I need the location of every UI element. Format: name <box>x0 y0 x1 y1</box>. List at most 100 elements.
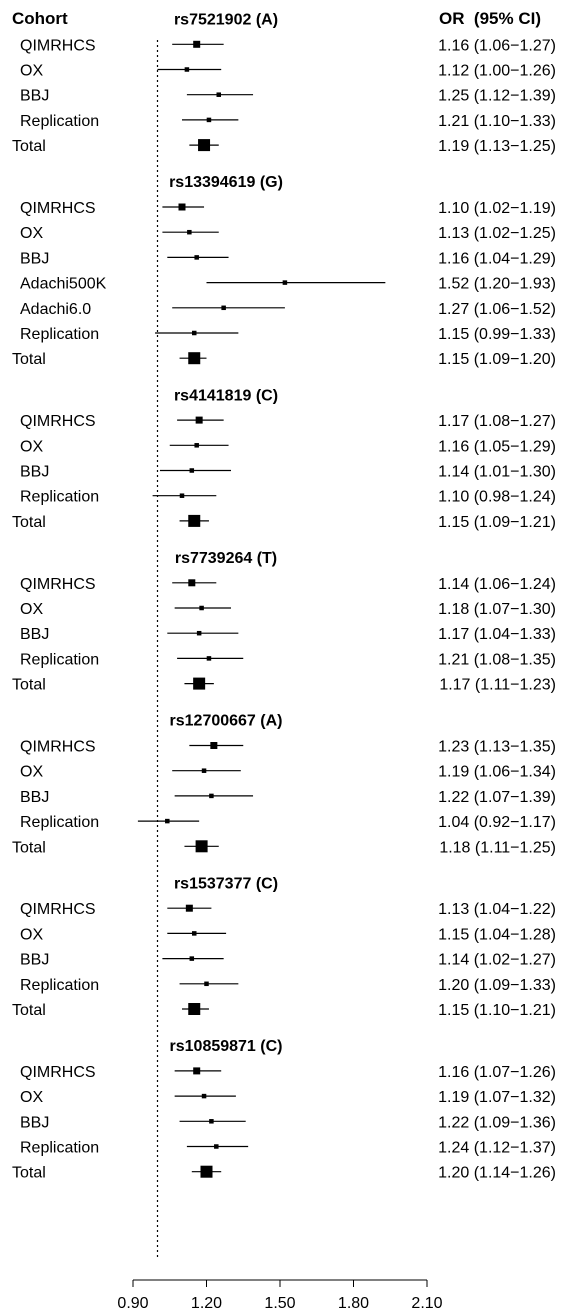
cohort-label: Total <box>12 677 46 694</box>
snp-title: rs7739264 (T) <box>175 550 277 567</box>
total-estimate-box <box>188 514 201 527</box>
header-cohort: Cohort <box>12 9 68 28</box>
total-estimate-box <box>188 352 201 365</box>
estimate-box <box>188 579 196 587</box>
cohort-label: Total <box>12 138 46 155</box>
or-ci-value: 1.23 (1.13−1.35) <box>438 739 556 756</box>
or-ci-value: 1.19 (1.13−1.25) <box>438 138 556 155</box>
or-ci-value: 1.12 (1.00−1.26) <box>438 63 556 80</box>
x-tick-label: 2.10 <box>411 1295 442 1312</box>
or-ci-value: 1.18 (1.07−1.30) <box>438 601 556 618</box>
or-ci-value: 1.14 (1.01−1.30) <box>438 464 556 481</box>
cohort-label: BBJ <box>20 952 49 969</box>
estimate-box <box>184 67 190 72</box>
or-ci-value: 1.19 (1.07−1.32) <box>438 1089 556 1106</box>
cohort-label: Replication <box>20 651 99 668</box>
total-estimate-box <box>195 840 208 853</box>
cohort-label: BBJ <box>20 789 49 806</box>
estimate-box <box>210 742 218 749</box>
estimate-box <box>209 1119 214 1124</box>
x-tick-label: 1.20 <box>191 1295 222 1312</box>
snp-title: rs13394619 (G) <box>169 174 283 191</box>
estimate-box <box>282 280 288 285</box>
or-ci-value: 1.15 (1.04−1.28) <box>438 926 556 943</box>
cohort-label: BBJ <box>20 464 49 481</box>
or-ci-value: 1.22 (1.07−1.39) <box>438 789 556 806</box>
cohort-label: QIMRHCS <box>20 1064 96 1081</box>
estimate-box <box>216 92 221 97</box>
or-ci-value: 1.27 (1.06−1.52) <box>438 301 556 318</box>
snp-title: rs4141819 (C) <box>174 387 278 404</box>
estimate-box <box>209 793 214 799</box>
or-ci-value: 1.21 (1.10−1.33) <box>438 113 556 130</box>
estimate-box <box>196 630 202 636</box>
cohort-label: OX <box>20 764 43 781</box>
or-ci-value: 1.22 (1.09−1.36) <box>438 1114 556 1131</box>
or-ci-value: 1.15 (1.09−1.21) <box>438 514 556 531</box>
x-tick-label: 0.90 <box>117 1295 148 1312</box>
estimate-box <box>165 818 170 824</box>
plot-layer: rs7521902 (A) QIMRHCS 1.16 (1.06−1.27) OX 1.… <box>12 12 556 1182</box>
or-ci-value: 1.19 (1.06−1.34) <box>438 764 556 781</box>
cohort-label: OX <box>20 1089 43 1106</box>
cohort-label: Replication <box>20 814 99 831</box>
cohort-label: OX <box>20 63 43 80</box>
cohort-label: QIMRHCS <box>20 37 96 54</box>
cohort-label: BBJ <box>20 88 49 105</box>
cohort-label: Total <box>12 351 46 368</box>
cohort-label: OX <box>20 438 43 455</box>
or-ci-value: 1.16 (1.05−1.29) <box>438 438 556 455</box>
estimate-box <box>214 1144 219 1149</box>
or-ci-value: 1.15 (1.10−1.21) <box>438 1002 556 1019</box>
x-axis: 0.90 1.20 1.50 1.80 2.10 <box>117 1279 443 1312</box>
estimate-box <box>192 931 197 936</box>
cohort-label: Total <box>12 514 46 531</box>
estimate-box <box>206 117 212 123</box>
snp-title: rs1537377 (C) <box>174 875 278 892</box>
or-ci-value: 1.13 (1.04−1.22) <box>438 901 556 918</box>
estimate-box <box>194 255 199 260</box>
estimate-box <box>189 956 195 961</box>
cohort-label: BBJ <box>20 250 49 267</box>
or-ci-value: 1.13 (1.02−1.25) <box>438 225 556 242</box>
total-estimate-box <box>193 677 206 690</box>
estimate-box <box>185 904 193 912</box>
estimate-box <box>201 1093 207 1099</box>
cohort-label: QIMRHCS <box>20 413 96 430</box>
or-ci-value: 1.52 (1.20−1.93) <box>438 276 556 293</box>
or-ci-value: 1.18 (1.11−1.25) <box>439 839 556 856</box>
or-ci-value: 1.25 (1.12−1.39) <box>438 88 556 105</box>
estimate-box <box>195 416 203 424</box>
or-ci-value: 1.14 (1.02−1.27) <box>438 952 556 969</box>
cohort-label: Total <box>12 1165 46 1182</box>
cohort-label: QIMRHCS <box>20 901 96 918</box>
or-ci-value: 1.04 (0.92−1.17) <box>438 814 556 831</box>
x-tick-label: 1.50 <box>264 1295 295 1312</box>
or-ci-value: 1.14 (1.06−1.24) <box>438 576 556 593</box>
or-ci-value: 1.20 (1.14−1.26) <box>438 1165 556 1182</box>
estimate-box <box>179 493 185 498</box>
estimate-box <box>206 656 212 661</box>
estimate-box <box>187 229 192 235</box>
or-ci-value: 1.15 (0.99−1.33) <box>438 326 556 343</box>
cohort-label: Total <box>12 1002 46 1019</box>
or-ci-value: 1.10 (0.98−1.24) <box>438 489 556 506</box>
cohort-label: QIMRHCS <box>20 576 96 593</box>
cohort-label: Adachi500K <box>20 276 107 293</box>
or-ci-value: 1.21 (1.08−1.35) <box>438 651 556 668</box>
cohort-label: BBJ <box>20 1114 49 1131</box>
or-ci-value: 1.16 (1.07−1.26) <box>438 1064 556 1081</box>
total-estimate-box <box>188 1003 201 1015</box>
or-ci-value: 1.17 (1.08−1.27) <box>438 413 556 430</box>
or-ci-value: 1.16 (1.06−1.27) <box>438 37 556 54</box>
estimate-box <box>192 330 197 336</box>
cohort-label: Adachi6.0 <box>20 301 91 318</box>
or-ci-value: 1.20 (1.09−1.33) <box>438 977 556 994</box>
estimate-box <box>193 1067 201 1075</box>
cohort-label: Total <box>12 839 46 856</box>
snp-title: rs12700667 (A) <box>170 713 283 730</box>
cohort-label: QIMRHCS <box>20 200 96 217</box>
cohort-label: Replication <box>20 1140 99 1157</box>
total-estimate-box <box>198 139 211 152</box>
